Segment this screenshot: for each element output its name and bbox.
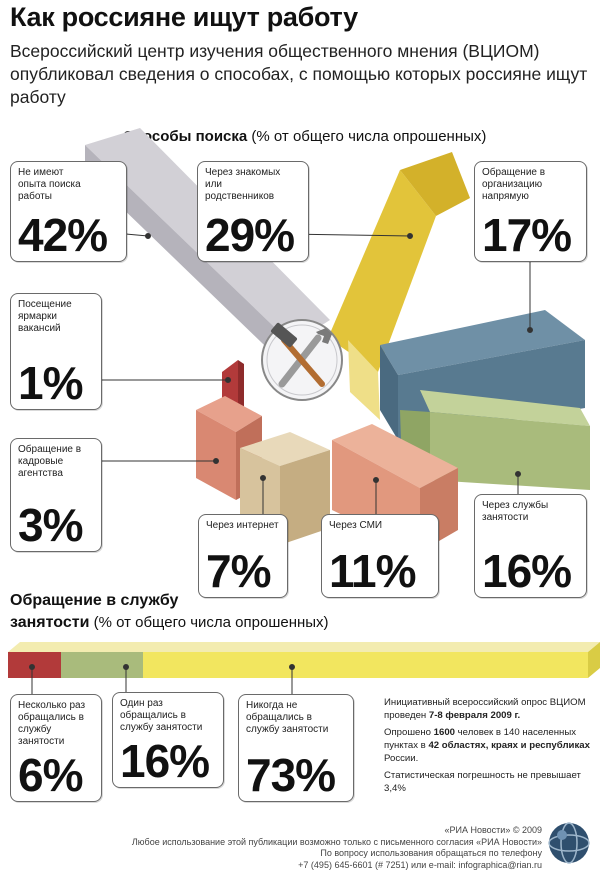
note-count: 1600 [433,727,456,738]
card-label: Не имеют опыта поиска работы [18,167,81,202]
card-label: Обращение в кадровые агентства [18,444,82,479]
section-heading-employment-service: Обращение в службу занятости (% от общег… [10,590,329,634]
section-heading-line2: занятости [10,614,90,631]
footer-copyright: «РИА Новости» © 2009 [444,825,542,835]
note-regions: 42 областях, краях и республиках [428,740,590,751]
footer-contact: По вопросу использования обращаться по т… [320,848,542,858]
card-label: Через интернет [206,520,279,531]
card-value: 1% [18,357,83,409]
section-heading-methods-bold: Способы поиска [123,128,248,145]
card-label: Через службы занятости [482,500,549,523]
bar-segment-16pct [61,652,143,678]
note-text: Инициативный всероссийский опрос ВЦИОМ п… [384,697,586,721]
note-text: России. [384,753,419,764]
card-value: 73% [246,749,336,801]
card-value: 6% [18,749,83,801]
red-sliver-side [238,360,244,412]
note-date: 7-8 февраля 2009 г. [428,710,521,721]
yellow-column-top [348,340,380,420]
note-paragraph-1: Инициативный всероссийский опрос ВЦИОМ п… [384,696,596,722]
card-label: Никогда не обращались в службу занятости [246,700,329,735]
card-recruitment-agencies: Обращение в кадровые агентства 3% [10,438,102,552]
card-no-experience: Не имеют опыта поиска работы 42% [10,161,127,262]
note-text: Опрошено [384,727,434,738]
card-value: 16% [482,545,572,597]
yellow-column-front [328,170,436,372]
card-value: 29% [205,209,295,261]
salmon-block-front [196,410,236,500]
page-subtitle: Всероссийский центр изучения общественно… [10,41,588,107]
green-block-top [420,390,590,426]
footer: «РИА Новости» © 2009 Любое использование… [10,825,542,871]
employment-service-bar [8,642,600,678]
card-acquaintances: Через знакомых или родственников 29% [197,161,309,262]
section-heading-methods: Способы поиска (% от общего числа опроше… [123,128,486,145]
footer-phone-email: +7 (495) 645-6601 (# 7251) или e-mail: i… [298,859,542,870]
ria-novosti-logo [548,822,590,864]
note-paragraph-3: Статистическая погрешность не превышает … [384,770,581,794]
yellow-column-side [400,152,470,216]
bar-segment-73pct [143,652,588,678]
card-internet: Через интернет 7% [198,514,288,598]
card-value: 42% [18,209,108,261]
bar-segment-6pct [8,652,61,678]
card-value: 17% [482,209,572,261]
hammer-and-wrench-icon [261,319,343,401]
card-value: 3% [18,499,83,551]
peach-block-top [332,424,458,488]
card-value: 11% [329,545,417,597]
note-text: человек в 140 населенных пунктах в [384,727,577,751]
card-label: Несколько раз обращались в службу занято… [18,700,86,747]
card-several-times: Несколько раз обращались в службу занято… [10,694,102,802]
card-once: Один раз обращались в службу занятости 1… [112,692,224,788]
card-media: Через СМИ 11% [321,514,439,598]
card-direct-to-company: Обращение в организацию напрямую 17% [474,161,587,262]
green-block-front [430,412,590,490]
blue-block-side [380,345,398,440]
card-label: Через знакомых или родственников [205,167,281,202]
blue-block-top [380,310,585,375]
tan-block-top [240,432,330,466]
card-label: Обращение в организацию напрямую [482,167,546,202]
card-employment-services: Через службы занятости 16% [474,494,587,598]
card-never: Никогда не обращались в службу занятости… [238,694,354,802]
footer-usage-terms: Любое использование этой публикации возм… [131,836,542,847]
card-job-fair: Посещение ярмарки вакансий 1% [10,293,102,410]
tan-block-side [280,450,330,545]
note-paragraph-2: Опрошено 1600 человек в 140 населенных п… [384,726,596,765]
card-value: 7% [206,545,271,597]
card-label: Посещение ярмарки вакансий [18,299,72,334]
card-label: Один раз обращались в службу занятости [120,698,203,733]
page-title: Как россияне ищут работу [10,2,358,32]
survey-note: Инициативный всероссийский опрос ВЦИОМ п… [384,696,596,799]
card-value: 16% [120,735,210,787]
section-heading-rest: (% от общего числа опрошенных) [89,614,329,631]
section-heading-line1: Обращение в службу [10,592,179,609]
bar-leader-lines [29,664,295,694]
bar-end-face [588,642,600,678]
card-label: Через СМИ [329,520,383,531]
salmon-block-top [196,396,262,432]
gray-band-face [85,145,292,372]
section-heading-methods-rest: (% от общего числа опрошенных) [247,128,487,145]
bar-top-face [8,642,600,652]
